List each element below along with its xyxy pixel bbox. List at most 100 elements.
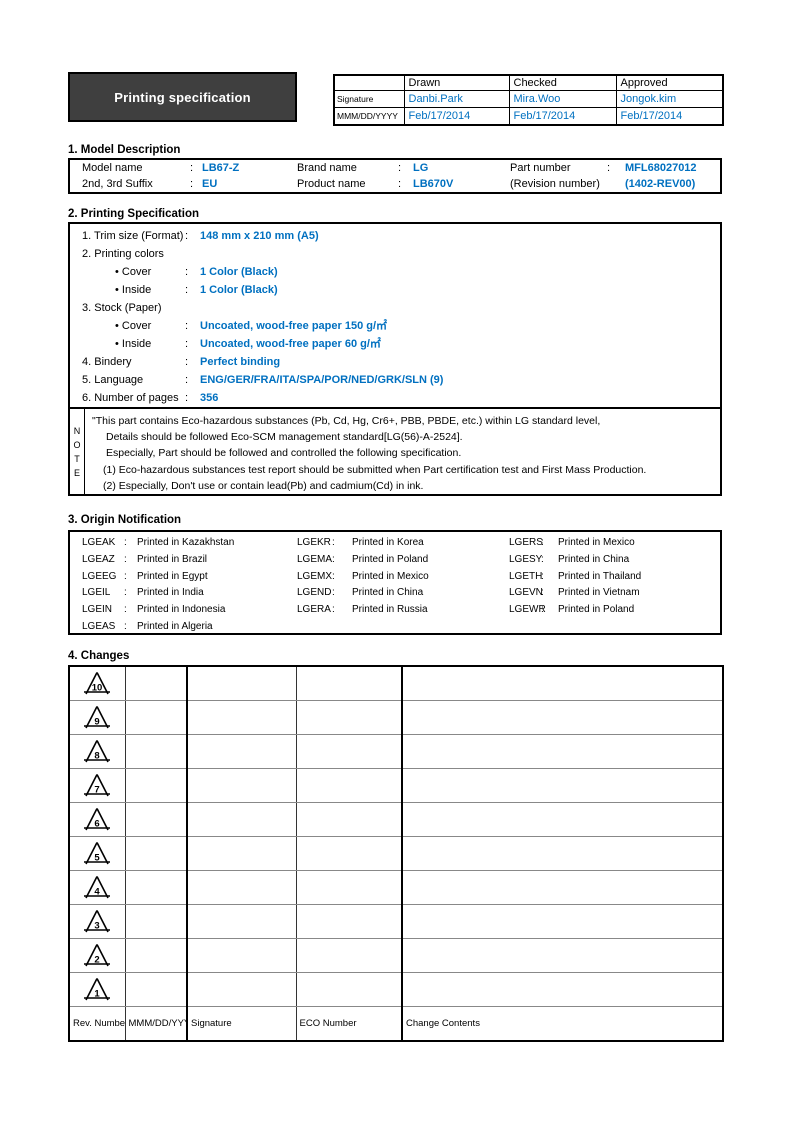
revision-triangle-icon: 10 [84, 672, 111, 695]
suffix-value: EU [202, 178, 218, 190]
changes-header-row: Rev. Number MMM/DD/YYYY Signature ECO Nu… [69, 1006, 723, 1042]
revision-triangle-icon: 9 [84, 706, 111, 729]
spec-value: Uncoated, wood-free paper 150 g/㎡ [200, 320, 388, 332]
changes-row: 1 [69, 972, 723, 1007]
section-heading-model-description: 1. Model Description [68, 144, 181, 156]
colon: : [332, 604, 335, 616]
changes-cell-empty [186, 972, 296, 1007]
suffix-label: 2nd, 3rd Suffix [82, 178, 153, 190]
spec-value: ENG/GER/FRA/ITA/SPA/POR/NED/GRK/SLN (9) [200, 374, 444, 386]
spec-label: 6. Number of pages [82, 392, 179, 404]
colon: : [185, 374, 189, 386]
origin-code: LGEMX [297, 570, 333, 582]
colon: : [124, 620, 127, 632]
brand-name-label: Brand name [297, 162, 357, 174]
colon: : [185, 338, 189, 350]
colon: : [190, 162, 194, 174]
origin-place: Printed in India [137, 587, 204, 599]
revision-triangle-icon: 3 [84, 910, 111, 933]
changes-row: 2 [69, 938, 723, 973]
origin-entry: LGEMX: Printed in Mexico [297, 569, 429, 586]
origin-place: Printed in Russia [352, 604, 428, 616]
colon: : [332, 570, 335, 582]
changes-cell-empty [124, 870, 187, 905]
revision-triangle-icon: 7 [84, 774, 111, 797]
revision-triangle-cell: 5 [69, 836, 125, 871]
changes-cell-empty [295, 734, 402, 769]
note-letter: O [73, 439, 81, 450]
changes-cell-empty [295, 938, 402, 973]
revision-triangle-cell: 9 [69, 700, 125, 735]
changes-header-eco-number: ECO Number [295, 1006, 402, 1042]
origin-place: Printed in Algeria [137, 620, 213, 632]
changes-row: 3 [69, 904, 723, 939]
approval-date-row: MMM/DD/YYYY Feb/17/2014 Feb/17/2014 Feb/… [333, 107, 724, 126]
origin-notification-box: LGEAK: Printed in Kazakhstan LGEAZ: Printe… [68, 530, 722, 635]
note-line: (2) Especially, Don't use or contain lea… [103, 479, 424, 492]
section-heading-printing-specification: 2. Printing Specification [68, 208, 199, 220]
approval-signature-row: Signature Danbi.Park Mira.Woo Jongok.kim [333, 90, 724, 108]
origin-code: LGEMA [297, 553, 333, 565]
origin-place: Printed in Brazil [137, 553, 208, 565]
origin-entry: LGEAZ: Printed in Brazil [82, 552, 234, 569]
revision-triangle-icon: 4 [84, 876, 111, 899]
note-line: Especially, Part should be followed and … [106, 447, 462, 460]
origin-code: LGESY [509, 553, 543, 565]
changes-row: 10 [69, 665, 723, 701]
changes-cell-empty [124, 904, 187, 939]
revision-number: 8 [95, 751, 100, 762]
model-name-value: LB67-Z [202, 162, 240, 174]
changes-cell-empty [186, 768, 296, 803]
model-row-1: Model name : LB67-Z Brand name : LG Part… [70, 160, 720, 176]
changes-cell-empty [124, 700, 187, 735]
changes-cell-empty [401, 665, 723, 701]
model-row-2: 2nd, 3rd Suffix : EU Product name : LB67… [70, 176, 720, 192]
revision-triangle-cell: 7 [69, 768, 125, 803]
spec-label: 1. Trim size (Format) [82, 230, 184, 242]
date-row-label: MMM/DD/YYYY [333, 107, 405, 126]
origin-code: LGEAK [82, 537, 116, 548]
changes-cell-empty [401, 904, 723, 939]
note-line: "This part contains Eco-hazardous substa… [92, 415, 601, 427]
changes-cell-empty [401, 870, 723, 905]
spec-label: 5. Language [82, 374, 144, 386]
origin-place: Printed in Egypt [137, 570, 208, 582]
product-name-label: Product name [297, 178, 366, 190]
spec-label: • Cover [115, 320, 152, 332]
colon: : [124, 537, 127, 548]
changes-header-date: MMM/DD/YYYY [124, 1006, 187, 1042]
changes-cell-empty [186, 734, 296, 769]
spec-line-trim-size: 1. Trim size (Format):148 mm x 210 mm (A… [70, 227, 720, 245]
changes-row: 4 [69, 870, 723, 905]
spec-value: 148 mm x 210 mm (A5) [200, 230, 319, 242]
note-line: (1) Eco-hazardous substances test report… [103, 463, 647, 476]
changes-cell-empty [124, 836, 187, 871]
changes-cell-empty [295, 802, 402, 837]
changes-cell-empty [295, 870, 402, 905]
revision-triangle-icon: 2 [84, 944, 111, 967]
revision-number: 2 [95, 955, 100, 966]
origin-entry: LGERA: Printed in Russia [297, 602, 429, 619]
signature-checked: Mira.Woo [508, 90, 617, 108]
changes-cell-empty [295, 768, 402, 803]
colon: : [185, 230, 189, 242]
changes-cell-empty [124, 972, 187, 1007]
origin-place: Printed in Mexico [558, 537, 635, 548]
origin-column-2: LGEKR: Printed in Korea LGEMA: Printed in … [297, 535, 429, 619]
model-name-label: Model name [82, 162, 143, 174]
origin-entry: LGESY: Printed in China [509, 552, 641, 569]
spec-line-stock-inside: • Inside: Uncoated, wood-free paper 60 g/… [70, 335, 720, 353]
spec-line-colors-inside: • Inside:1 Color (Black) [70, 281, 720, 299]
revision-number: 7 [95, 785, 100, 796]
colon: : [124, 587, 127, 599]
colon: : [398, 178, 402, 190]
spec-label: • Cover [115, 266, 152, 278]
printing-specification-box: 1. Trim size (Format):148 mm x 210 mm (A… [68, 222, 722, 409]
changes-cell-empty [401, 836, 723, 871]
changes-cell-empty [186, 904, 296, 939]
origin-column-1: LGEAK: Printed in Kazakhstan LGEAZ: Printe… [82, 535, 234, 636]
spec-line-bindery: 4. Bindery: Perfect binding [70, 353, 720, 371]
changes-row: 5 [69, 836, 723, 871]
revision-triangle-cell: 6 [69, 802, 125, 837]
origin-column-3: LGERS: Printed in Mexico LGESY: Printed in… [509, 535, 641, 619]
